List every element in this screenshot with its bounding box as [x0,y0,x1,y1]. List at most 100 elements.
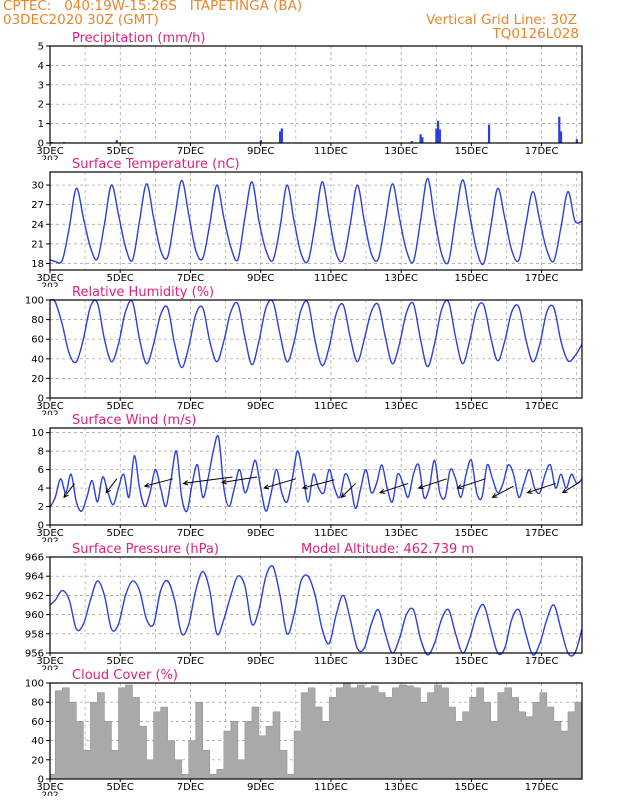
wind-arrow-head [340,492,347,499]
precipitation-bar [435,128,438,143]
precipitation-bar [419,134,422,143]
wind-arrow-head [105,487,111,494]
wind-arrow-head [417,484,424,490]
humidity-year-fragment: 202 [41,410,58,420]
temperature-year-fragment: 202 [41,282,58,292]
pressure-xtick-label: 7DEC [177,656,204,667]
wind-xtick-label: 17DEC [525,528,559,539]
pressure-xtick-label: 5DEC [107,656,134,667]
humidity-frame [49,299,583,399]
pressure-xtick-label: 17DEC [525,656,559,667]
wind-arrow-head [263,484,270,490]
precipitation-ytick-label: 0 [38,139,44,150]
temperature-xtick-label: 17DEC [525,273,559,284]
wind-ytick-label: 2 [38,502,44,513]
wind-arrow [526,482,556,494]
wind-arrow-shaft [144,478,174,487]
precipitation-ytick-label: 2 [38,100,44,111]
cloud-cover-ytick-label: 80 [31,698,44,709]
cloud-cover-xtick-label: 5DEC [107,782,134,793]
precipitation-xtick-label: 7DEC [177,146,204,157]
humidity-ytick-label: 40 [31,354,44,365]
wind-xtick-label: 3DEC [36,528,63,539]
humidity-ytick-label: 0 [38,394,44,405]
wind-arrow-head [63,492,69,499]
temperature-xtick-label: 3DEC [36,273,63,284]
wind-frame [49,427,583,526]
temperature-xtick-label: 11DEC [314,273,348,284]
cloud-cover-xtick-label: 7DEC [177,782,204,793]
temperature-ytick-label: 21 [31,239,44,250]
pressure-year-fragment: 202 [41,665,58,675]
precipitation-title: Precipitation (mm/h) [72,31,205,46]
pressure-title: Surface Pressure (hPa) [72,542,219,557]
wind-xtick-label: 5DEC [107,528,134,539]
humidity-xtick-label: 15DEC [455,401,489,412]
wind-arrow-head [182,480,189,486]
precipitation-xtick-label: 17DEC [525,146,559,157]
wind-arrow [220,476,258,485]
temperature-xtick-label: 13DEC [384,273,418,284]
humidity-ytick-label: 80 [31,315,44,326]
wind-arrow-head [220,479,227,485]
precipitation-bar [438,129,441,143]
humidity-ytick-label: 60 [31,335,44,346]
wind-arrow [105,478,118,494]
temperature-ytick-label: 27 [31,200,44,211]
cloud-cover-panel: 0 20 40 60 80 100 3DEC 5DEC 7DEC 9DEC 11DEC 13DEC 15… [25,668,583,796]
wind-arrow-shaft [264,478,296,489]
wind-arrow [182,476,233,486]
precipitation-bar [421,137,424,143]
temperature-xtick-label: 15DEC [455,273,489,284]
pressure-ytick-label: 964 [25,572,44,583]
run-date-header: 03DEC2020 30Z (GMT) [3,12,159,28]
humidity-xtick-label: 9DEC [247,401,274,412]
wind-arrow [143,478,174,488]
humidity-xtick-label: 11DEC [314,401,348,412]
temperature-ytick-label: 24 [31,220,44,231]
wind-panel: 0 2 4 6 8 10 3DEC 5DEC 7DEC 9DEC 11DEC 13DEC 15DEC 17… [31,413,583,542]
temperature-xtick-label: 7DEC [177,273,204,284]
grid-line-info: Vertical Grid Line: 30Z [426,12,577,28]
wind-ytick-label: 4 [38,484,44,495]
wind-arrow [378,482,409,494]
wind-xtick-label: 15DEC [455,528,489,539]
cloud-cover-area [49,682,583,780]
station-header: CPTEC: 040:19W-15:26S ITAPETINGA (BA) [3,0,303,14]
precipitation-xtick-label: 11DEC [314,146,348,157]
precipitation-ytick-label: 4 [38,61,44,72]
wind-arrow-shaft [302,479,335,489]
pressure-xtick-label: 11DEC [314,656,348,667]
wind-arrow-shaft [562,481,581,494]
wind-ytick-label: 8 [38,447,44,458]
pressure-ytick-label: 958 [25,629,44,640]
precipitation-bar [559,131,563,143]
model-id: TQ0126L028 [492,26,579,42]
wind-arrow-head [378,488,386,494]
precipitation-xtick-label: 5DEC [107,146,134,157]
cloud-cover-xtick-label: 15DEC [455,782,489,793]
cloud-cover-xtick-label: 13DEC [384,782,418,793]
humidity-ytick-label: 100 [25,296,44,307]
temperature-title: Surface Temperature (nC) [72,157,240,172]
cloud-cover-frame [49,682,583,780]
wind-arrow [491,485,514,498]
wind-xtick-label: 7DEC [177,528,204,539]
precipitation-bar [115,140,118,143]
precipitation-bar [410,141,413,143]
wind-arrow-shaft [183,476,233,484]
temperature-frame [49,171,583,271]
wind-arrow [301,479,335,490]
wind-xtick-label: 9DEC [247,528,274,539]
precipitation-xtick-label: 13DEC [384,146,418,157]
humidity-xtick-label: 13DEC [384,401,418,412]
precipitation-year-fragment: 202 [41,155,58,165]
wind-arrow-head [456,484,463,490]
wind-ytick-label: 10 [31,428,44,439]
wind-arrow-head [561,488,568,494]
pressure-annotation: Model Altitude: 462.739 m [301,542,474,557]
cloud-cover-ytick-label: 100 [25,679,44,690]
wind-arrow [263,478,296,490]
cloud-cover-title: Cloud Cover (%) [72,668,178,683]
